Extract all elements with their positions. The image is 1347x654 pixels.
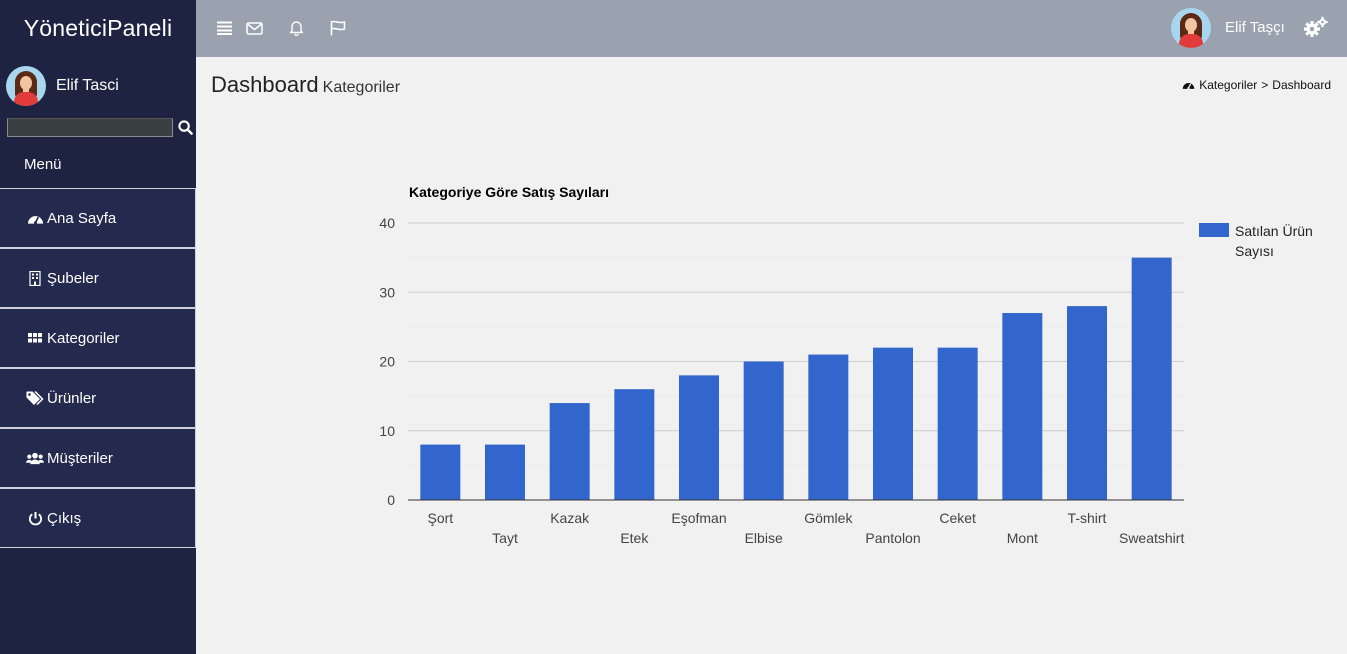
page-subtitle: Kategoriler — [322, 79, 401, 96]
page-title-text: Dashboard — [211, 72, 319, 97]
chart-title: Kategoriye Göre Satış Sayıları — [409, 184, 609, 200]
sidebar-item-urunler[interactable]: Ürünler — [0, 368, 196, 428]
sidebar-item-label: Çıkış — [47, 509, 82, 527]
chart-bar — [808, 354, 849, 500]
flag-icon[interactable] — [328, 18, 348, 38]
users-icon — [26, 450, 44, 466]
y-tick-label: 20 — [379, 354, 395, 370]
building-icon — [26, 270, 44, 286]
sidebar-item-label: Kategoriler — [47, 329, 120, 347]
sidebar-item-label: Şubeler — [47, 269, 99, 287]
sidebar-menu: Ana Sayfa Şubeler Kategoriler Ürünler Mü… — [0, 188, 196, 548]
chart-bar — [485, 444, 525, 500]
x-tick-label: Mont — [1007, 530, 1038, 546]
brand-title[interactable]: YöneticiPaneli — [23, 15, 173, 41]
chart-bar — [1002, 313, 1043, 500]
legend-label: Satılan Ürün Sayısı — [1235, 222, 1313, 259]
breadcrumb: Kategoriler > Dashboard — [1182, 78, 1331, 92]
chart-bar — [873, 347, 913, 500]
topbar-user-name[interactable]: Elif Taşçı — [1225, 19, 1285, 36]
sidebar-search — [7, 118, 193, 137]
x-tick-label: Etek — [620, 530, 649, 546]
y-tick-label: 30 — [379, 284, 395, 300]
breadcrumb-link-kategoriler[interactable]: Kategoriler — [1199, 78, 1258, 92]
sidebar-item-label: Ürünler — [47, 389, 97, 407]
legend-swatch — [1199, 223, 1229, 237]
list-icon[interactable] — [214, 18, 234, 38]
search-input[interactable] — [7, 118, 173, 137]
sidebar-item-subeler[interactable]: Şubeler — [0, 248, 196, 308]
x-tick-label: Pantolon — [865, 530, 920, 546]
avatar — [6, 66, 46, 106]
sidebar-item-ana-sayfa[interactable]: Ana Sayfa — [0, 188, 196, 248]
breadcrumb-separator: > — [1261, 78, 1269, 92]
chart-bar — [937, 347, 978, 500]
user-panel: Elif Tasci — [6, 66, 119, 106]
x-tick-label: Sweatshirt — [1119, 530, 1184, 546]
chart-bar — [743, 361, 784, 500]
x-tick-label: Eşofman — [671, 510, 726, 526]
topbar: Elif Taşçı — [196, 0, 1347, 57]
avatar[interactable] — [1171, 8, 1211, 48]
sidebar-item-musteriler[interactable]: Müşteriler — [0, 428, 196, 488]
chart-bar — [679, 375, 719, 500]
gears-icon[interactable] — [1304, 16, 1328, 40]
power-icon — [26, 510, 44, 526]
y-tick-label: 0 — [387, 492, 395, 508]
bell-icon[interactable] — [286, 18, 306, 38]
chart-bar — [1067, 306, 1107, 500]
y-tick-label: 10 — [379, 423, 395, 439]
x-tick-label: Ceket — [939, 510, 976, 526]
sidebar-item-label: Ana Sayfa — [47, 209, 117, 227]
sidebar-item-label: Müşteriler — [47, 449, 113, 467]
x-tick-label: Kazak — [550, 510, 590, 526]
sidebar-item-kategoriler[interactable]: Kategoriler — [0, 308, 196, 368]
y-tick-label: 40 — [379, 215, 395, 231]
x-tick-label: Tayt — [492, 530, 518, 546]
chart-bar — [1131, 257, 1172, 500]
chart-bar — [614, 389, 655, 500]
grid-icon — [26, 330, 44, 346]
chart-bar — [549, 403, 590, 500]
menu-label: Menü — [24, 156, 62, 173]
sidebar: YöneticiPaneli Elif Tasci Menü Ana Sayfa… — [0, 0, 196, 654]
tags-icon — [26, 390, 44, 406]
page-title: Dashboard Kategoriler — [211, 72, 400, 98]
envelope-icon[interactable] — [244, 18, 264, 38]
chart-bar — [420, 444, 461, 500]
sidebar-user-name: Elif Tasci — [56, 77, 119, 94]
x-tick-label: Gömlek — [804, 510, 853, 526]
x-tick-label: T-shirt — [1068, 510, 1107, 526]
x-tick-label: Elbise — [745, 530, 783, 546]
sidebar-item-cikis[interactable]: Çıkış — [0, 488, 196, 548]
dashboard-icon — [26, 210, 44, 226]
dashboard-icon — [1182, 79, 1195, 91]
breadcrumb-link-dashboard[interactable]: Dashboard — [1272, 78, 1331, 92]
search-icon[interactable] — [177, 120, 193, 136]
x-tick-label: Şort — [427, 510, 453, 526]
